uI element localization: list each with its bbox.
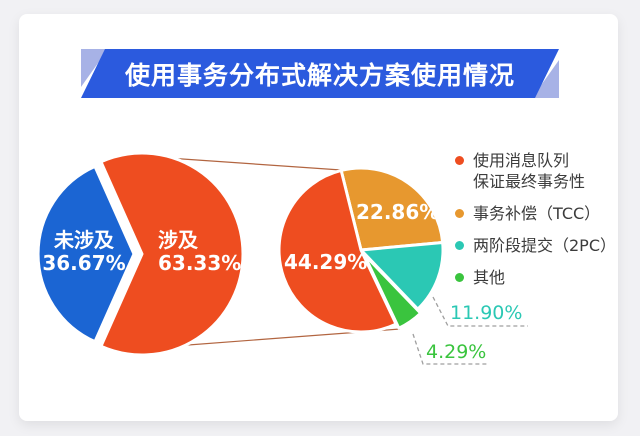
connector-line-top bbox=[167, 157, 342, 171]
leader-line-2pc bbox=[432, 296, 528, 327]
legend-label-line2: 保证最终事务性 bbox=[473, 172, 586, 191]
legend-label-other: 其他 bbox=[473, 268, 506, 287]
label-not-involved-value: 36.67% bbox=[42, 251, 126, 275]
label-tcc-value: 22.86% bbox=[356, 200, 440, 224]
legend-dot-tcc-icon bbox=[455, 209, 464, 218]
pie-slice-tcc bbox=[339, 166, 445, 252]
legend-item-message-queue: 使用消息队列 保证最终事务性 bbox=[455, 150, 630, 192]
label-involved-value: 63.33% bbox=[158, 251, 242, 275]
label-not-involved: 未涉及 36.67% bbox=[36, 229, 132, 275]
legend-dot-message-queue-icon bbox=[455, 156, 464, 165]
pie-slice-message-queue bbox=[277, 168, 398, 334]
label-message-queue-value: 44.29% bbox=[284, 250, 368, 274]
label-other-value: 4.29% bbox=[426, 341, 487, 363]
label-involved-name: 涉及 bbox=[158, 228, 198, 252]
pie-solutions bbox=[277, 166, 445, 334]
legend-dot-other-icon bbox=[455, 273, 464, 282]
legend-item-tcc: 事务补偿（TCC） bbox=[455, 203, 630, 224]
label-involved: 涉及 63.33% bbox=[158, 229, 241, 275]
legend-label-tcc: 事务补偿（TCC） bbox=[473, 204, 601, 223]
label-2pc-value: 11.90% bbox=[450, 302, 523, 324]
legend-dot-2pc-icon bbox=[455, 241, 464, 250]
pie-slice-not-involved bbox=[36, 164, 136, 344]
legend-label-line1: 使用消息队列 bbox=[473, 151, 570, 170]
pie-slice-other bbox=[362, 252, 423, 330]
label-not-involved-name: 未涉及 bbox=[54, 228, 114, 252]
pie-overall bbox=[36, 151, 245, 357]
pie-slice-2pc bbox=[359, 240, 445, 311]
legend-item-other: 其他 bbox=[455, 267, 630, 288]
legend: 使用消息队列 保证最终事务性 事务补偿（TCC） 两阶段提交（2PC） 其他 bbox=[455, 150, 630, 299]
legend-label-2pc: 两阶段提交（2PC） bbox=[473, 236, 617, 255]
legend-item-2pc: 两阶段提交（2PC） bbox=[455, 235, 630, 256]
banner-title: 使用事务分布式解决方案使用情况 bbox=[81, 49, 559, 98]
leader-line-other bbox=[412, 333, 489, 365]
title-banner: 使用事务分布式解决方案使用情况 bbox=[81, 49, 559, 98]
pie-slice-involved bbox=[99, 151, 245, 357]
